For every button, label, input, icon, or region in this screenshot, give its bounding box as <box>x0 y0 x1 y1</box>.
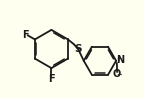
Text: F: F <box>22 30 29 40</box>
Text: −: − <box>117 72 122 78</box>
Text: N: N <box>117 55 125 65</box>
Text: S: S <box>75 44 82 54</box>
Text: +: + <box>116 56 122 62</box>
Text: O: O <box>113 69 121 79</box>
Text: F: F <box>48 74 55 84</box>
